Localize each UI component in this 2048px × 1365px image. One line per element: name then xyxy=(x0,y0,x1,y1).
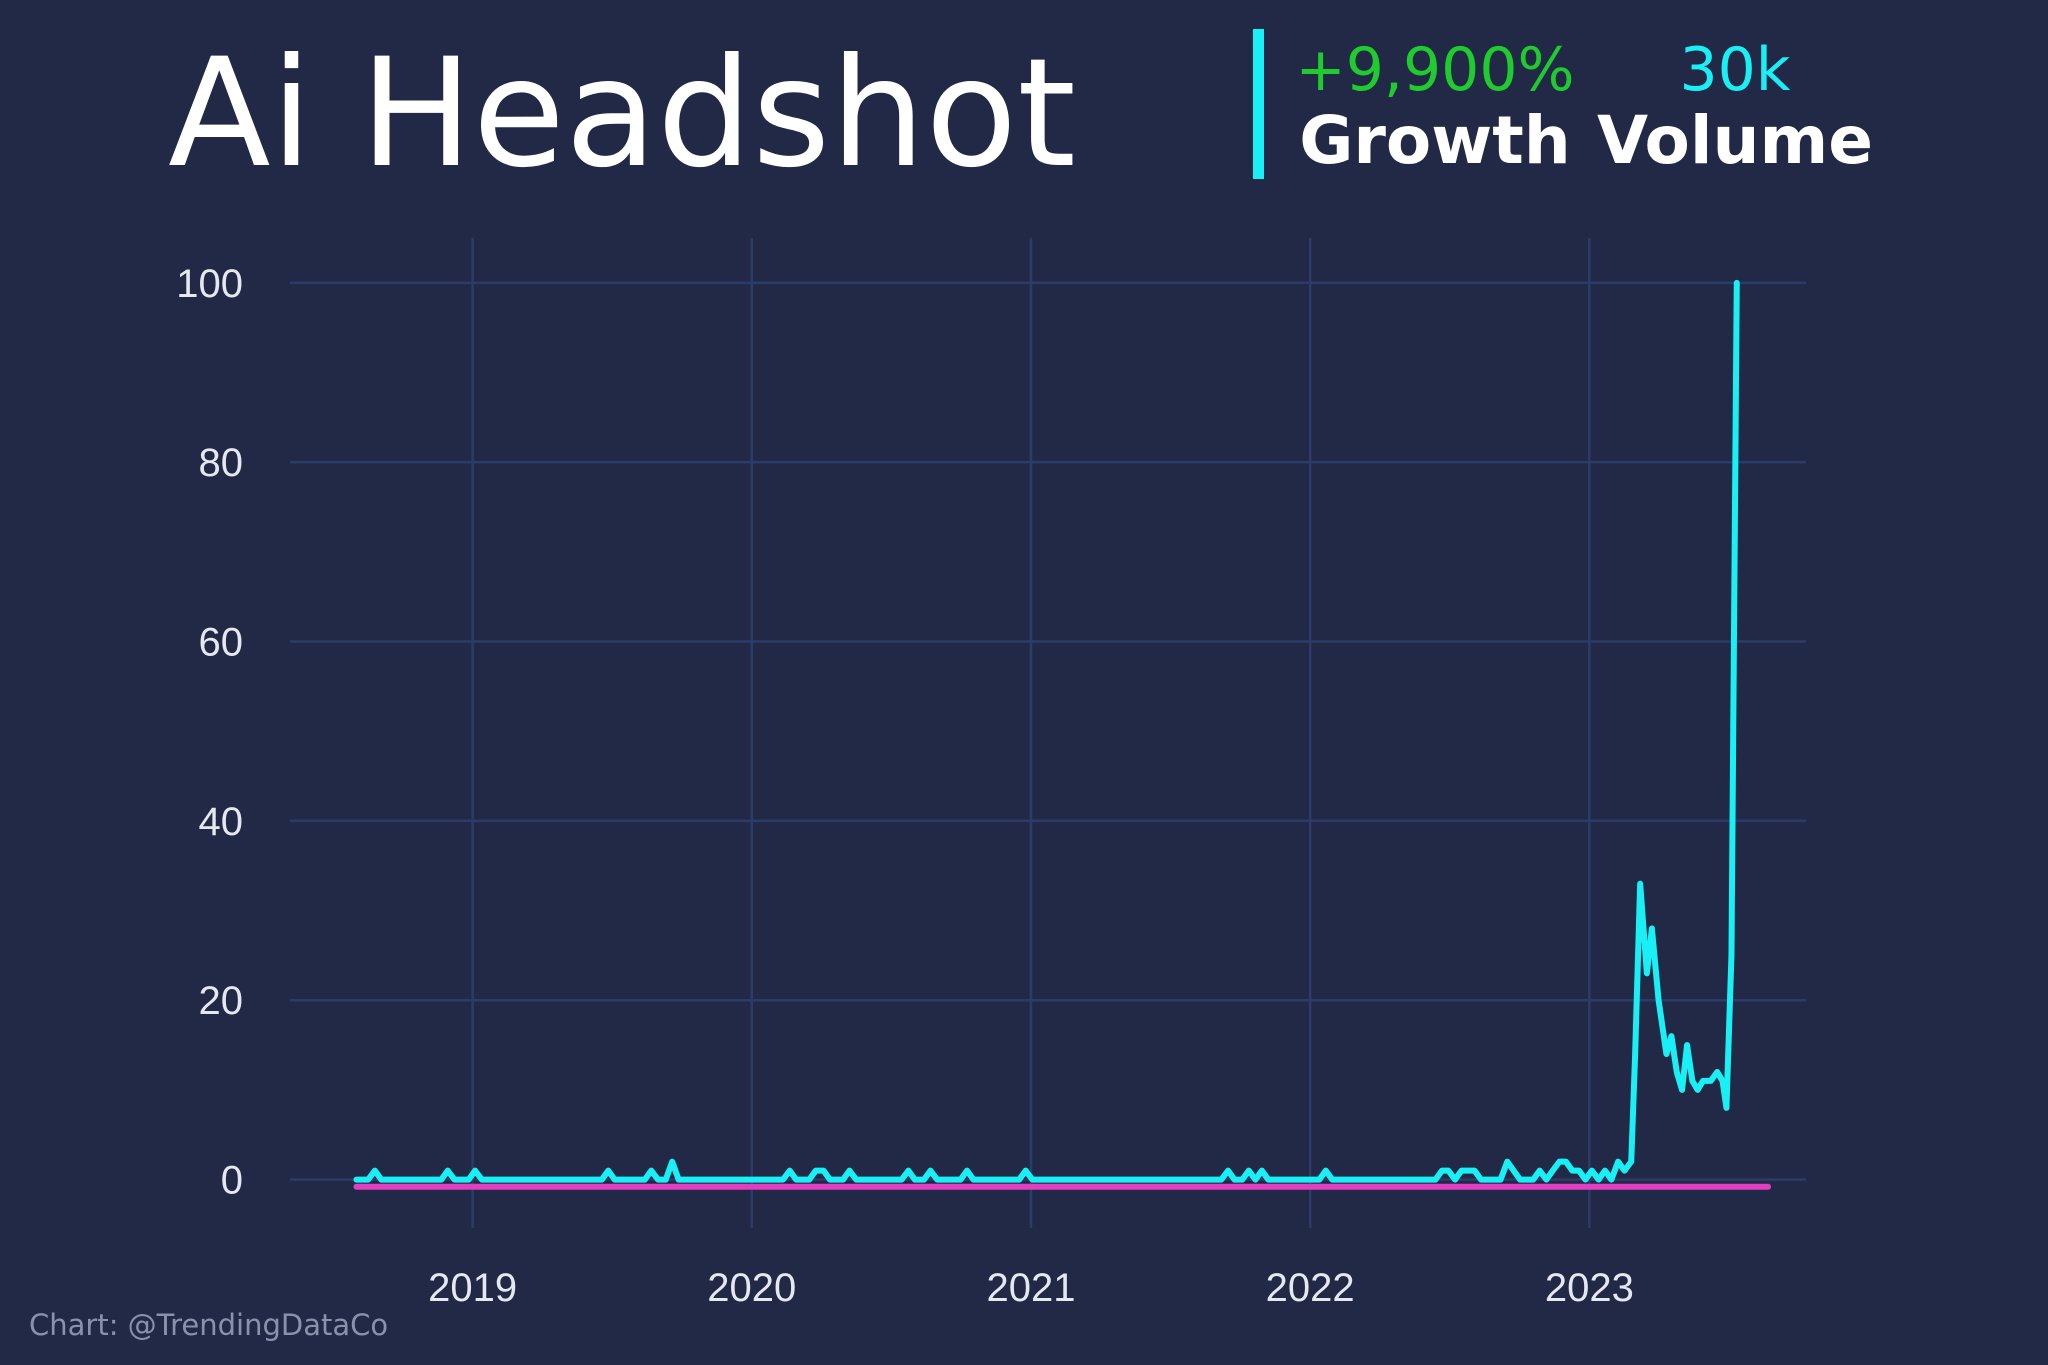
x-tick-label: 2021 xyxy=(986,1266,1075,1310)
line xyxy=(353,279,1740,1183)
stat-value: +9,900% xyxy=(1295,35,1574,105)
y-tick-label: 100 xyxy=(176,262,243,306)
stat-value: 30k xyxy=(1679,35,1790,105)
y-tick-label: 40 xyxy=(199,800,244,844)
divider xyxy=(1253,29,1264,179)
x-tick-label: 2020 xyxy=(707,1266,796,1310)
y-tick-label: 0 xyxy=(221,1159,243,1203)
x-tick-label: 2022 xyxy=(1266,1266,1355,1310)
x-tick-label: 2023 xyxy=(1545,1266,1634,1310)
y-tick-label: 80 xyxy=(199,441,244,485)
chart-title: Ai Headshot xyxy=(168,27,1076,201)
stat-label: Growth xyxy=(1299,102,1571,179)
x-tick-label: 2019 xyxy=(428,1266,517,1310)
credit: Chart: @TrendingDataCo xyxy=(29,1308,388,1342)
plot: 0 20 40 60 80 100 2019 2020 2021 2022 2023 xyxy=(176,238,1806,1310)
stat-label: Volume xyxy=(1597,102,1873,179)
y-tick-label: 60 xyxy=(199,621,244,665)
y-tick-label: 20 xyxy=(199,979,244,1023)
